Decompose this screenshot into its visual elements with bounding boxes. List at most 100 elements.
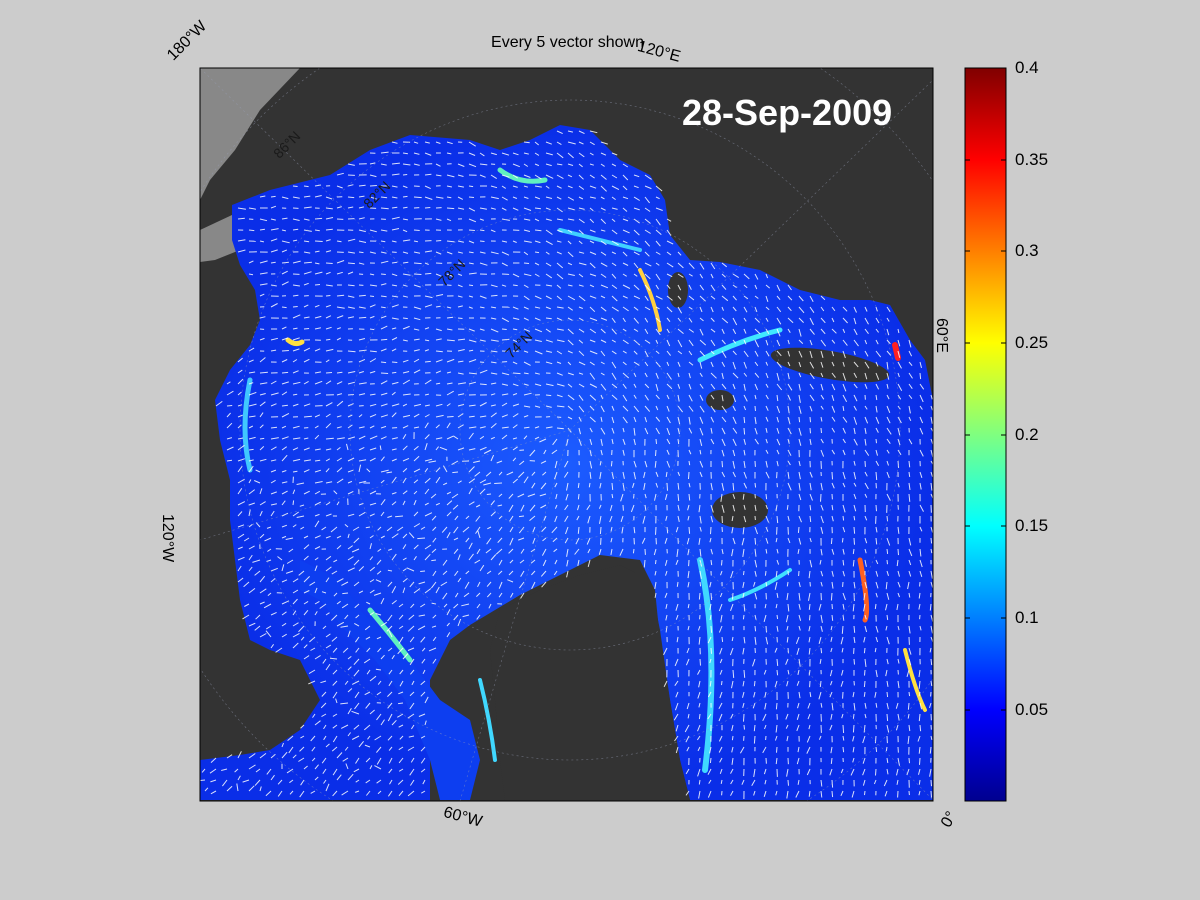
drift-vector: [355, 647, 360, 653]
drift-vector: [875, 339, 879, 345]
drift-vector: [644, 251, 650, 257]
drift-vector: [798, 328, 802, 337]
drift-vector: [853, 471, 857, 480]
drift-vector: [830, 746, 833, 754]
drift-vector: [809, 328, 815, 335]
drift-vector: [490, 372, 498, 375]
drift-vector: [655, 394, 660, 400]
drift-vector: [897, 581, 901, 588]
drift-vector: [655, 284, 660, 290]
drift-vector: [688, 262, 695, 270]
drift-vector: [732, 350, 737, 356]
drift-vector: [270, 611, 277, 616]
drift-vector: [743, 570, 745, 576]
drift-vector: [567, 152, 574, 159]
drift-vector: [358, 371, 364, 374]
drift-vector: [259, 401, 266, 407]
drift-vector: [380, 348, 387, 352]
drift-vector: [698, 504, 701, 513]
drift-vector: [863, 636, 866, 643]
drift-vector: [709, 680, 712, 687]
drift-vector: [435, 437, 443, 440]
drift-vector: [506, 471, 514, 476]
drift-vector: [688, 361, 694, 366]
drift-vector: [808, 636, 811, 643]
drift-vector: [918, 603, 921, 610]
drift-vector: [325, 413, 331, 418]
drift-vector: [765, 438, 768, 444]
drift-vector: [341, 581, 349, 586]
drift-vector: [589, 130, 598, 134]
drift-vector: [509, 559, 514, 564]
drift-vector: [457, 196, 464, 200]
drift-vector: [730, 779, 734, 785]
drift-vector: [743, 328, 747, 334]
drift-vector: [676, 636, 679, 643]
drift-vector: [380, 207, 389, 210]
drift-vector: [798, 383, 801, 391]
drift-vector: [369, 273, 375, 276]
drift-vector: [764, 724, 767, 730]
drift-vector: [753, 724, 756, 732]
drift-vector: [325, 402, 333, 407]
drift-vector: [259, 424, 264, 429]
drift-vector: [545, 273, 553, 279]
drift-vector: [523, 218, 531, 221]
drift-vector: [908, 548, 913, 557]
drift-vector: [853, 460, 856, 466]
drift-vector: [688, 295, 695, 301]
drift-vector: [432, 537, 437, 543]
drift-vector: [331, 570, 338, 575]
drift-vector: [578, 207, 585, 210]
drift-vector: [387, 713, 393, 722]
drift-vector: [578, 130, 585, 135]
drift-vector: [567, 163, 574, 166]
drift-vector: [697, 669, 701, 675]
drift-vector: [402, 218, 408, 221]
drift-vector: [842, 592, 846, 601]
drift-vector: [409, 658, 415, 666]
drift-vector: [265, 790, 272, 797]
drift-vector: [281, 412, 290, 418]
drift-vector: [420, 680, 426, 686]
drift-vector: [424, 553, 431, 561]
drift-vector: [344, 680, 349, 685]
drift-vector: [479, 262, 488, 266]
drift-vector: [281, 381, 289, 385]
drift-vector: [841, 537, 844, 543]
drift-vector: [698, 779, 701, 785]
drift-vector: [809, 361, 815, 369]
drift-vector: [221, 768, 228, 771]
drift-vector: [589, 240, 595, 244]
drift-vector: [886, 757, 889, 764]
drift-vector: [391, 317, 399, 320]
drift-vector: [457, 185, 464, 188]
drift-vector: [270, 238, 278, 242]
drift-vector: [709, 658, 712, 664]
drift-vector: [365, 779, 371, 784]
drift-vector: [589, 361, 595, 366]
drift-vector: [600, 141, 608, 145]
drift-vector: [545, 306, 551, 310]
drift-vector: [556, 240, 562, 243]
drift-vector: [314, 348, 321, 352]
drift-vector: [435, 251, 442, 255]
drift-vector: [512, 361, 518, 365]
drift-vector: [853, 625, 856, 633]
drift-vector: [820, 482, 823, 491]
drift-vector: [685, 735, 690, 743]
drift-vector: [721, 306, 724, 311]
drift-vector: [446, 185, 452, 188]
drift-vector: [787, 471, 790, 479]
drift-vector: [556, 427, 564, 430]
drift-vector: [303, 328, 310, 330]
drift-vector: [762, 713, 767, 722]
drift-vector: [237, 565, 242, 572]
drift-vector: [622, 163, 629, 168]
drift-vector: [300, 724, 305, 729]
drift-vector: [644, 273, 651, 280]
drift-vector: [688, 405, 694, 412]
drift-vector: [840, 790, 844, 797]
drift-vector: [417, 537, 426, 540]
drift-vector: [831, 394, 835, 401]
